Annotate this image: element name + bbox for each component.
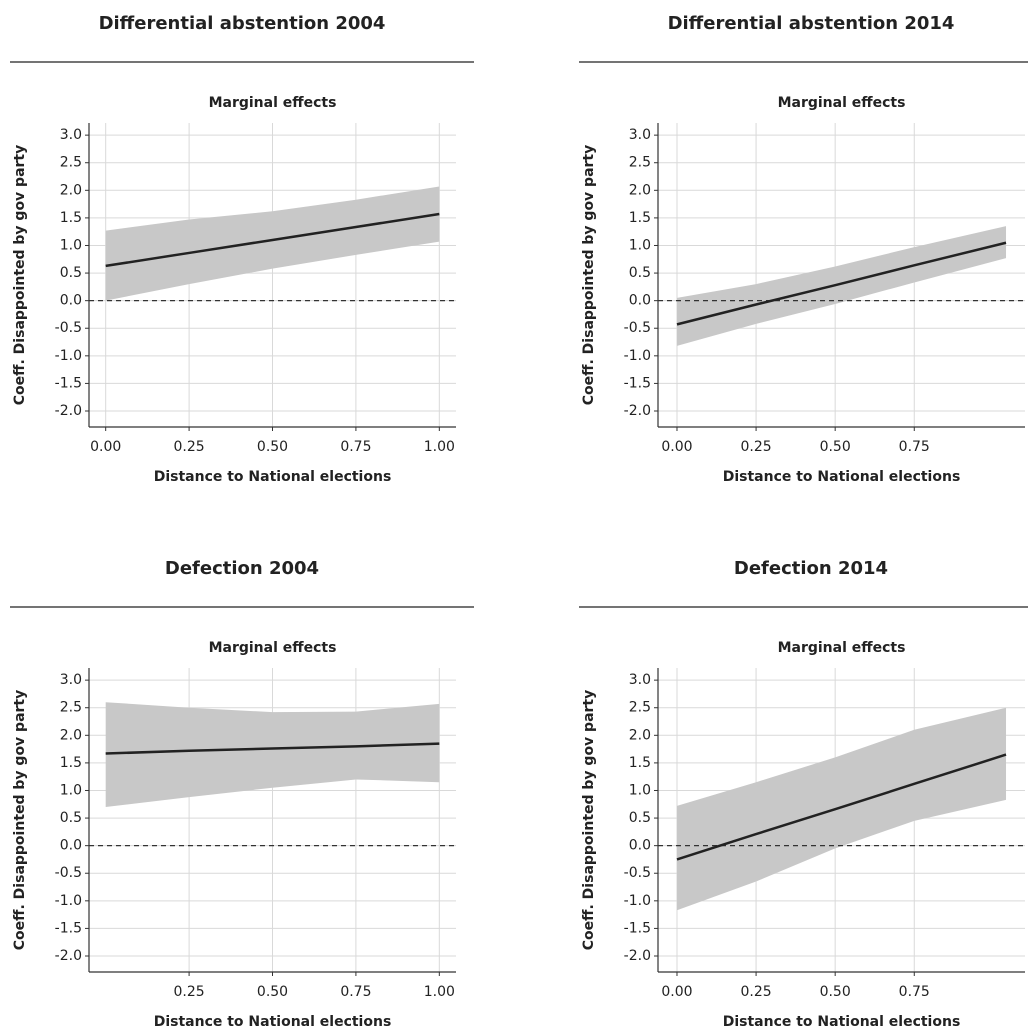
- confidence-band: [105, 702, 440, 808]
- subtitle: Marginal effects: [778, 95, 906, 111]
- y-tick-label: -2.0: [55, 403, 82, 419]
- y-tick-label: 2.0: [60, 727, 82, 743]
- y-tick-label: 2.5: [60, 700, 82, 716]
- y-tick-label: 0.5: [60, 810, 82, 826]
- x-tick-label: 0.25: [740, 439, 771, 455]
- effect-line: [676, 753, 1007, 861]
- y-tick-label: 0.5: [629, 810, 651, 826]
- x-tick-label: 0.50: [820, 984, 851, 1000]
- x-tick-label: 0.00: [90, 439, 121, 455]
- y-tick-label: -1.5: [55, 920, 82, 936]
- y-axis-label: Coeff. Disappointed by gov party: [581, 690, 597, 950]
- confidence-band: [676, 226, 1007, 346]
- panel-title: Defection 2004: [165, 558, 319, 579]
- y-tick-label: 0.0: [60, 293, 82, 309]
- panel-title: Differential abstention 2014: [668, 13, 955, 34]
- x-tick-label: 1.00: [424, 439, 455, 455]
- panel-title: Defection 2014: [734, 558, 888, 579]
- y-tick-label: -1.0: [624, 348, 651, 364]
- y-tick-label: 1.0: [60, 237, 82, 253]
- panel-title: Differential abstention 2004: [99, 13, 386, 34]
- y-tick-label: -1.0: [55, 893, 82, 909]
- x-tick-label: 0.25: [740, 984, 771, 1000]
- confidence-band: [105, 186, 440, 301]
- y-tick-label: 0.5: [629, 265, 651, 281]
- y-tick-label: -2.0: [624, 948, 651, 964]
- y-tick-label: -2.0: [624, 403, 651, 419]
- x-tick-label: 0.00: [661, 439, 692, 455]
- subtitle: Marginal effects: [209, 640, 337, 656]
- y-tick-label: 3.0: [629, 672, 651, 688]
- x-tick-label: 1.00: [424, 984, 455, 1000]
- y-tick-label: 3.0: [629, 127, 651, 143]
- y-tick-label: 2.0: [60, 182, 82, 198]
- y-tick-label: 1.0: [629, 237, 651, 253]
- x-axis-label: Distance to National elections: [723, 1014, 961, 1030]
- y-axis-label: Coeff. Disappointed by gov party: [12, 690, 28, 950]
- y-tick-label: -0.5: [624, 320, 651, 336]
- subtitle: Marginal effects: [778, 640, 906, 656]
- y-tick-label: 3.0: [60, 127, 82, 143]
- y-tick-label: 2.0: [629, 182, 651, 198]
- confidence-band: [676, 707, 1007, 911]
- y-tick-label: -2.0: [55, 948, 82, 964]
- y-tick-label: -1.5: [55, 375, 82, 391]
- x-tick-label: 0.25: [174, 439, 205, 455]
- x-tick-label: 0.50: [820, 439, 851, 455]
- x-axis-label: Distance to National elections: [154, 469, 392, 485]
- y-tick-label: 0.0: [60, 838, 82, 854]
- x-tick-label: 0.25: [174, 984, 205, 1000]
- x-tick-label: 0.75: [899, 439, 930, 455]
- x-tick-label: 0.50: [257, 984, 288, 1000]
- y-axis-label: Coeff. Disappointed by gov party: [581, 145, 597, 405]
- effect-line: [105, 742, 440, 755]
- x-tick-label: 0.00: [661, 984, 692, 1000]
- x-axis-label: Distance to National elections: [154, 1014, 392, 1030]
- y-tick-label: -0.5: [55, 320, 82, 336]
- y-tick-label: 0.0: [629, 838, 651, 854]
- y-tick-label: 1.5: [60, 755, 82, 771]
- y-tick-label: 1.5: [60, 210, 82, 226]
- y-tick-label: -1.5: [624, 920, 651, 936]
- y-tick-label: -1.0: [55, 348, 82, 364]
- x-tick-label: 0.75: [340, 439, 371, 455]
- effect-line: [676, 241, 1007, 326]
- y-axis-label: Coeff. Disappointed by gov party: [12, 145, 28, 405]
- y-tick-label: 2.5: [629, 700, 651, 716]
- y-tick-label: 2.5: [60, 155, 82, 171]
- y-tick-label: -1.0: [624, 893, 651, 909]
- x-axis-label: Distance to National elections: [723, 469, 961, 485]
- y-tick-label: 2.0: [629, 727, 651, 743]
- subtitle: Marginal effects: [209, 95, 337, 111]
- y-tick-label: 0.5: [60, 265, 82, 281]
- y-tick-label: 1.0: [60, 782, 82, 798]
- x-tick-label: 0.50: [257, 439, 288, 455]
- y-tick-label: 1.0: [629, 782, 651, 798]
- y-tick-label: -1.5: [624, 375, 651, 391]
- effect-line: [105, 212, 440, 268]
- y-tick-label: 0.0: [629, 293, 651, 309]
- x-tick-label: 0.75: [899, 984, 930, 1000]
- y-tick-label: -0.5: [624, 865, 651, 881]
- y-tick-label: 2.5: [629, 155, 651, 171]
- y-tick-label: -0.5: [55, 865, 82, 881]
- x-tick-label: 0.75: [340, 984, 371, 1000]
- y-tick-label: 1.5: [629, 755, 651, 771]
- y-tick-label: 1.5: [629, 210, 651, 226]
- y-tick-label: 3.0: [60, 672, 82, 688]
